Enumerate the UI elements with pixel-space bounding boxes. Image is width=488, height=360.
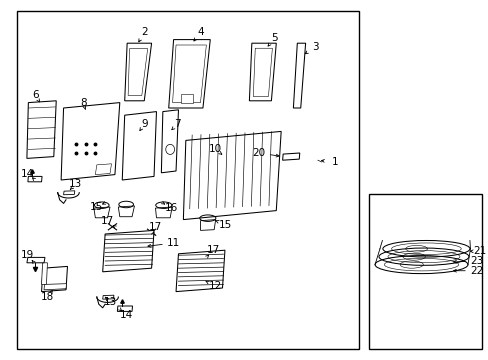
Polygon shape [118,206,134,217]
Text: 2: 2 [141,27,147,37]
Polygon shape [44,284,66,290]
Text: 19: 19 [21,250,35,260]
Text: 23: 23 [469,256,483,266]
Text: 15: 15 [219,220,232,230]
Text: 11: 11 [166,238,180,248]
Polygon shape [168,40,210,108]
Polygon shape [128,49,147,95]
Polygon shape [117,306,132,311]
Text: 13: 13 [69,179,82,189]
Text: 13: 13 [103,297,117,307]
Polygon shape [200,220,215,230]
Polygon shape [282,153,299,160]
Polygon shape [61,103,120,180]
Text: 14: 14 [21,168,35,179]
Text: 9: 9 [141,119,147,129]
Text: 12: 12 [208,281,222,291]
Text: 7: 7 [174,119,181,129]
Text: 16: 16 [164,203,178,213]
Polygon shape [161,110,178,173]
Polygon shape [249,43,276,101]
Text: 1: 1 [331,157,338,167]
Polygon shape [95,164,111,175]
Text: 17: 17 [101,216,114,226]
Polygon shape [368,194,481,349]
Polygon shape [176,250,224,292]
Polygon shape [17,11,359,349]
Text: 20: 20 [252,148,265,158]
Polygon shape [293,43,305,108]
Text: 8: 8 [80,98,86,108]
Text: 5: 5 [271,33,278,43]
Polygon shape [41,263,47,284]
Polygon shape [28,176,42,182]
Polygon shape [27,101,56,158]
Polygon shape [155,207,172,218]
Polygon shape [181,94,193,103]
Polygon shape [27,257,45,263]
Text: 10: 10 [208,144,221,154]
Polygon shape [102,230,154,272]
Text: 6: 6 [32,90,39,100]
Polygon shape [124,43,151,101]
Text: 22: 22 [469,266,483,276]
Polygon shape [253,48,272,96]
Polygon shape [172,45,206,103]
Polygon shape [183,131,281,220]
Text: 3: 3 [311,42,318,52]
Text: 18: 18 [41,292,55,302]
Text: 17: 17 [206,245,220,255]
Text: 17: 17 [148,222,162,232]
Text: 15: 15 [89,202,103,212]
Polygon shape [122,112,156,180]
Text: 4: 4 [197,27,203,37]
Polygon shape [63,191,75,195]
Polygon shape [41,266,67,292]
Text: 14: 14 [119,310,133,320]
Polygon shape [94,207,110,218]
Polygon shape [102,295,114,299]
Text: 21: 21 [472,246,486,256]
